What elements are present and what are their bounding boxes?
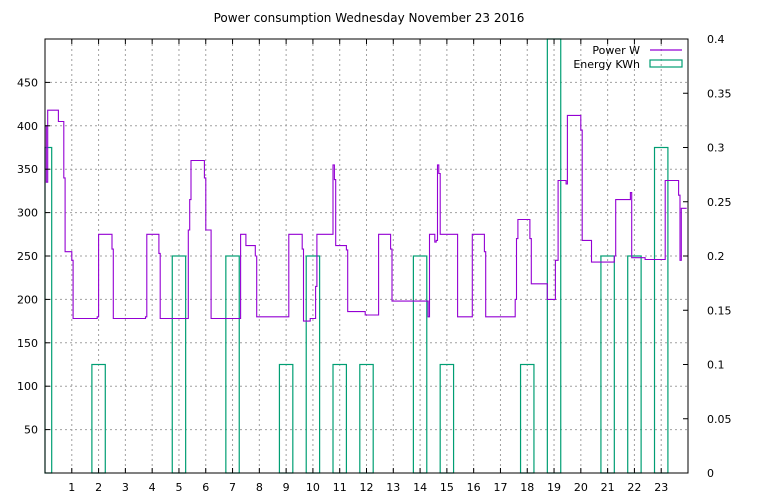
y-tick-label: 350 <box>17 163 38 176</box>
y-tick-label: 150 <box>17 337 38 350</box>
x-tick-label: 5 <box>175 481 182 494</box>
y2-tick-label: 0.2 <box>707 250 725 263</box>
y2-tick-label: 0 <box>707 467 714 480</box>
x-tick-label: 2 <box>95 481 102 494</box>
x-tick-label: 20 <box>574 481 588 494</box>
energy-bar <box>44 146 53 474</box>
y2-tick-label: 0.4 <box>707 33 725 46</box>
x-tick-label: 4 <box>149 481 156 494</box>
x-tick-label: 14 <box>413 481 427 494</box>
y-tick-label: 50 <box>24 424 38 437</box>
y-tick-label: 450 <box>17 76 38 89</box>
x-tick-label: 1 <box>68 481 75 494</box>
y2-tick-label: 0.05 <box>707 413 732 426</box>
x-tick-label: 22 <box>627 481 641 494</box>
axes: 1 2 3 4 5 6 7 8 9 10 11 12 13 14 15 16 17 18 19 20 21 22 23501… <box>17 33 732 494</box>
x-tick-label: 7 <box>229 481 236 494</box>
x-tick-label: 3 <box>122 481 129 494</box>
x-tick-label: 19 <box>547 481 561 494</box>
power-line <box>45 109 687 322</box>
y-tick-label: 250 <box>17 250 38 263</box>
x-tick-label: 10 <box>306 481 320 494</box>
y-tick-label: 100 <box>17 380 38 393</box>
legend-label-energy: Energy KWh <box>573 58 640 71</box>
y2-tick-label: 0.3 <box>707 142 725 155</box>
y-tick-label: 200 <box>17 293 38 306</box>
chart-title: Power consumption Wednesday November 23 … <box>214 11 525 25</box>
x-tick-label: 18 <box>520 481 534 494</box>
y-tick-label: 400 <box>17 120 38 133</box>
x-tick-label: 21 <box>601 481 615 494</box>
x-tick-label: 9 <box>283 481 290 494</box>
legend-label-power: Power W <box>592 44 640 57</box>
power-series-path <box>45 109 687 322</box>
legend-swatch-energy <box>649 59 683 68</box>
y2-tick-label: 0.1 <box>707 359 725 372</box>
y2-tick-label: 0.15 <box>707 304 732 317</box>
x-tick-label: 11 <box>333 481 347 494</box>
y2-tick-label: 0.35 <box>707 87 732 100</box>
x-tick-label: 16 <box>467 481 481 494</box>
x-tick-label: 17 <box>493 481 507 494</box>
y-tick-label: 300 <box>17 207 38 220</box>
x-tick-label: 12 <box>360 481 374 494</box>
y2-tick-label: 0.25 <box>707 196 732 209</box>
x-tick-label: 23 <box>654 481 668 494</box>
x-tick-label: 6 <box>202 481 209 494</box>
x-tick-label: 13 <box>386 481 400 494</box>
x-tick-label: 8 <box>256 481 263 494</box>
x-tick-label: 15 <box>440 481 454 494</box>
